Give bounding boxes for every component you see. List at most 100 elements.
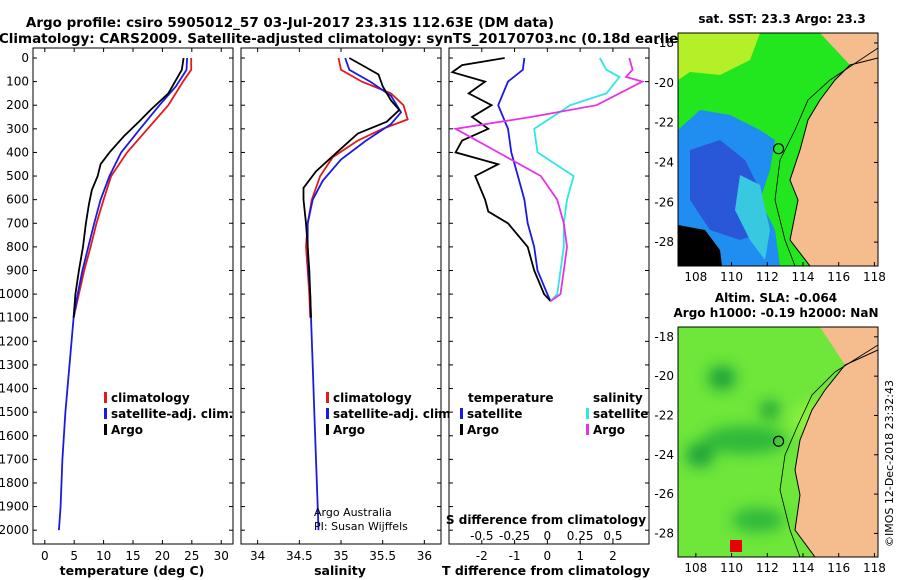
figure-title-line2: Climatology: CARS2009. Satellite-adjuste…	[0, 31, 691, 47]
legend-label-climatology: climatology	[111, 391, 190, 405]
argo-position-marker-2	[772, 435, 785, 447]
s-tick-label: 0.5	[603, 529, 622, 543]
series-line-argo	[72, 57, 185, 318]
imos-credit: ©IMOS 12-Dec-2018 23:32:43	[883, 380, 896, 547]
temperature-xlabel: temperature (deg C)	[60, 563, 205, 578]
sla-low-patch-4	[732, 508, 784, 532]
xtick-label: 34	[250, 549, 265, 563]
sst-missing-data	[678, 225, 722, 266]
temperature-panel: 0100200300400500600700800900100011001200…	[0, 47, 234, 578]
legend-label-argo-2: Argo	[333, 423, 365, 437]
map-xtick-label: 112	[756, 270, 779, 284]
difference-panel: -2 -1 0 1 2 S difference from climatology -0…	[442, 47, 650, 578]
legend-title-temperature: temperature	[468, 391, 553, 405]
ytick-label: 1900	[0, 500, 29, 514]
legend-mark-s-satellite	[586, 408, 589, 419]
ytick-label: 1100	[0, 311, 29, 325]
ytick-label: 1600	[0, 429, 29, 443]
ytick-label: 1200	[0, 334, 29, 348]
series-line-argo	[302, 57, 401, 318]
salinity-panel: 34 34.5 35 35.5 36 salinity climatology sate…	[240, 47, 455, 578]
series-line-satellite-adj-clim-	[306, 57, 403, 531]
map-ytick-label: -22	[654, 408, 674, 422]
s-tick-label: -0.5	[470, 529, 493, 543]
map-ytick-label: -20	[654, 369, 674, 383]
ytick-label: 800	[6, 240, 29, 254]
ytick-label: 1500	[0, 405, 29, 419]
xtick-label: 34.5	[286, 549, 313, 563]
xtick-label: 20	[155, 549, 170, 563]
map-xtick-label: 114	[792, 561, 815, 575]
legend-label-s-argo: Argo	[593, 423, 625, 437]
coastline-2	[794, 349, 878, 557]
map-ytick-label: -18	[654, 36, 674, 50]
ytick-label: 1400	[0, 382, 29, 396]
land-mass	[790, 33, 878, 266]
legend-mark-argo-2	[326, 424, 329, 435]
legend-mark-s-argo	[586, 424, 589, 435]
xtick-label: -2	[476, 549, 488, 563]
legend-mark-climatology	[104, 392, 107, 403]
xtick-label: 10	[96, 549, 111, 563]
sst-field	[678, 33, 878, 266]
shelf-contour	[774, 47, 878, 266]
sla-low-band	[703, 426, 787, 454]
salinity-xlabel: salinity	[314, 563, 366, 578]
series-line-satellite-adj-clim-	[58, 57, 188, 531]
temperature-axes-frame	[32, 47, 234, 545]
sla-map-frame	[677, 326, 879, 558]
legend-label-satellite: satellite-adj. clim.	[111, 407, 233, 421]
legend-mark-satellite-2	[326, 408, 329, 419]
map-ytick-label: -24	[654, 448, 674, 462]
legend-mark-climatology-2	[326, 392, 329, 403]
pi-annotation: PI: Susan Wijffels	[314, 520, 408, 533]
xtick-label: 35	[333, 549, 348, 563]
map-xtick-label: 108	[684, 561, 707, 575]
xtick-label: 36	[417, 549, 432, 563]
series-line-satellite-s-	[533, 57, 621, 302]
map-ytick-label: -20	[654, 76, 674, 90]
map-xtick-label: 110	[720, 270, 743, 284]
legend-label-climatology-2: climatology	[333, 391, 412, 405]
series-line-climatology	[72, 58, 193, 318]
s-tick-label: -0.25	[499, 529, 530, 543]
t-difference-xlabel: T difference from climatology	[442, 563, 650, 578]
map-ytick-label: -26	[654, 195, 674, 209]
legend-label-t-satellite: satellite	[467, 407, 522, 421]
series-line-argo-t-	[450, 57, 552, 302]
ytick-label: 400	[6, 145, 29, 159]
map-xtick-label: 108	[684, 270, 707, 284]
legend-mark-t-argo	[460, 424, 463, 435]
map-ytick-label: -28	[654, 526, 674, 540]
ytick-label: 1000	[0, 287, 29, 301]
map-xtick-label: 118	[863, 270, 886, 284]
xtick-label: 0	[544, 549, 552, 563]
map-xtick-label: 114	[792, 270, 815, 284]
sst-cyan-tongue	[735, 175, 770, 260]
xtick-label: 1	[576, 549, 584, 563]
series-line-climatology	[305, 57, 409, 318]
map-ytick-label: -18	[654, 330, 674, 344]
legend-title-salinity: salinity	[593, 391, 643, 405]
map-xtick-label: 118	[863, 561, 886, 575]
salinity-axes-frame	[240, 47, 442, 545]
ytick-label: 500	[6, 169, 29, 183]
land-mass-2	[795, 327, 878, 557]
sst-map-frame	[677, 32, 879, 267]
legend-label-satellite-2: satellite-adj. clim.	[333, 407, 455, 421]
s-tick-label: 0.25	[567, 529, 594, 543]
sla-map: Altim. SLA: -0.064 Argo h1000: -0.19 h20…	[654, 291, 896, 575]
argo-position-marker	[772, 143, 785, 155]
xtick-label: 15	[125, 549, 140, 563]
sst-map-title: sat. SST: 23.3 Argo: 23.3	[698, 12, 865, 26]
shelf-contour-2	[779, 344, 878, 557]
coastline	[789, 57, 878, 266]
sst-map: sat. SST: 23.3 Argo: 23.3 108 110 112 114 11…	[654, 12, 885, 284]
sla-red-patch	[730, 540, 742, 552]
series-line-argo-s-	[452, 57, 645, 302]
xtick-label: 35.5	[369, 549, 396, 563]
series-line-satellite-t-	[497, 57, 552, 302]
legend-mark-t-satellite	[460, 408, 463, 419]
xtick-label: 25	[184, 549, 199, 563]
ytick-label: 300	[6, 122, 29, 136]
